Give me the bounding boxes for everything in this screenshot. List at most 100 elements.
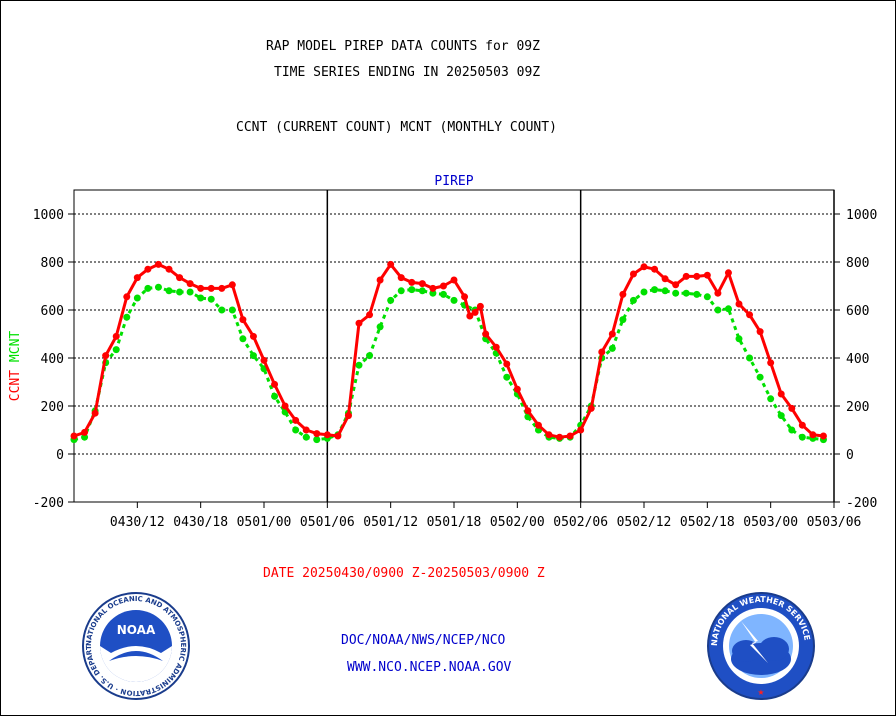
data-point-mcnt bbox=[429, 289, 437, 297]
org-link[interactable]: DOC/NOAA/NWS/NCEP/NCO bbox=[341, 633, 506, 648]
noaa-logo[interactable]: NATIONAL OCEANIC AND ATMOSPHERIC ADMINIS… bbox=[81, 591, 191, 701]
data-point-mcnt bbox=[714, 306, 722, 314]
x-tick-label: 0501/12 bbox=[363, 515, 418, 530]
x-tick-label: 0430/12 bbox=[110, 515, 165, 530]
data-point-ccnt bbox=[218, 284, 226, 292]
data-point-mcnt bbox=[197, 294, 205, 302]
data-point-mcnt bbox=[735, 335, 743, 343]
data-point-mcnt bbox=[144, 284, 152, 292]
data-point-ccnt bbox=[197, 284, 205, 292]
data-point-ccnt bbox=[123, 293, 131, 301]
data-point-ccnt bbox=[260, 356, 268, 364]
data-point-mcnt bbox=[313, 436, 321, 444]
data-point-mcnt bbox=[503, 373, 511, 381]
data-point-mcnt bbox=[629, 296, 637, 304]
data-point-mcnt bbox=[682, 289, 690, 297]
data-point-ccnt bbox=[629, 270, 637, 278]
y-tick-label-right: -200 bbox=[846, 496, 877, 511]
x-tick-label: 0502/06 bbox=[553, 515, 608, 530]
data-point-ccnt bbox=[556, 433, 564, 441]
data-point-mcnt bbox=[640, 288, 648, 296]
data-point-ccnt bbox=[598, 348, 606, 356]
chart-title-line1: RAP MODEL PIREP DATA COUNTS for 09Z bbox=[266, 39, 540, 54]
data-point-ccnt bbox=[714, 289, 722, 297]
data-point-ccnt bbox=[545, 431, 553, 439]
data-point-ccnt bbox=[651, 265, 659, 273]
data-point-ccnt bbox=[461, 293, 469, 301]
data-point-mcnt bbox=[693, 290, 701, 298]
data-point-mcnt bbox=[239, 335, 247, 343]
chart-title-line2: TIME SERIES ENDING IN 20250503 09Z bbox=[274, 65, 541, 80]
data-point-ccnt bbox=[144, 265, 152, 273]
data-point-ccnt bbox=[524, 407, 532, 415]
y-tick-label-right: 1000 bbox=[846, 208, 877, 223]
data-point-ccnt bbox=[154, 260, 162, 268]
data-point-mcnt bbox=[756, 373, 764, 381]
data-point-mcnt bbox=[207, 295, 215, 303]
date-range-label: DATE 20250430/0900 Z-20250503/0900 Z bbox=[263, 566, 545, 581]
x-tick-label: 0503/00 bbox=[743, 515, 798, 530]
y-tick-label-left: 0 bbox=[56, 448, 64, 463]
data-point-ccnt bbox=[788, 404, 796, 412]
data-point-ccnt bbox=[608, 330, 616, 338]
data-point-ccnt bbox=[408, 278, 416, 286]
data-point-ccnt bbox=[587, 404, 595, 412]
data-point-ccnt bbox=[566, 432, 574, 440]
y-tick-label-left: -200 bbox=[33, 496, 64, 511]
y-axis-label-ccnt: CCNT bbox=[8, 370, 23, 401]
data-point-mcnt bbox=[798, 433, 806, 441]
x-tick-label: 0501/00 bbox=[237, 515, 292, 530]
website-link[interactable]: WWW.NCO.NCEP.NOAA.GOV bbox=[347, 660, 512, 675]
data-point-ccnt bbox=[476, 302, 484, 310]
data-point-mcnt bbox=[133, 294, 141, 302]
data-point-mcnt bbox=[81, 433, 89, 441]
star-icon: ★ bbox=[757, 688, 764, 697]
data-point-mcnt bbox=[746, 354, 754, 362]
data-point-ccnt bbox=[693, 272, 701, 280]
data-point-ccnt bbox=[323, 431, 331, 439]
nws-logo[interactable]: NATIONAL WEATHER SERVICE ★ bbox=[706, 591, 816, 701]
y-tick-label-left: 200 bbox=[41, 400, 64, 415]
data-point-mcnt bbox=[619, 316, 627, 324]
data-point-ccnt bbox=[281, 402, 289, 410]
data-point-ccnt bbox=[102, 352, 110, 360]
y-axis-label: CCNT MCNT bbox=[8, 331, 23, 402]
y-tick-label-right: 0 bbox=[846, 448, 854, 463]
data-point-mcnt bbox=[376, 323, 384, 331]
data-point-ccnt bbox=[302, 426, 310, 434]
data-point-ccnt bbox=[767, 359, 775, 367]
data-point-mcnt bbox=[450, 296, 458, 304]
data-point-mcnt bbox=[387, 296, 395, 304]
data-point-ccnt bbox=[640, 263, 648, 271]
data-point-ccnt bbox=[482, 330, 490, 338]
data-point-mcnt bbox=[355, 361, 363, 369]
panel-title: PIREP bbox=[434, 174, 473, 189]
series-line-ccnt bbox=[73, 262, 824, 439]
y-tick-label-left: 800 bbox=[41, 256, 64, 271]
x-tick-label: 0430/18 bbox=[173, 515, 228, 530]
data-point-mcnt bbox=[418, 287, 426, 295]
data-point-mcnt bbox=[186, 288, 194, 296]
y-tick-label-right: 600 bbox=[846, 304, 869, 319]
data-point-ccnt bbox=[503, 360, 511, 368]
data-point-mcnt bbox=[672, 289, 680, 297]
data-point-mcnt bbox=[228, 306, 236, 314]
data-point-ccnt bbox=[70, 432, 78, 440]
data-point-mcnt bbox=[767, 395, 775, 403]
data-point-ccnt bbox=[492, 343, 500, 351]
data-point-ccnt bbox=[292, 416, 300, 424]
chart-subtitle: CCNT (CURRENT COUNT) MCNT (MONTHLY COUNT… bbox=[236, 120, 557, 135]
data-point-ccnt bbox=[249, 332, 257, 340]
data-point-ccnt bbox=[429, 284, 437, 292]
data-point-ccnt bbox=[819, 432, 827, 440]
y-tick-label-right: 200 bbox=[846, 400, 869, 415]
data-point-mcnt bbox=[608, 344, 616, 352]
data-point-mcnt bbox=[123, 313, 131, 321]
data-point-mcnt bbox=[218, 306, 226, 314]
data-point-ccnt bbox=[397, 274, 405, 282]
data-point-ccnt bbox=[798, 421, 806, 429]
data-point-ccnt bbox=[619, 290, 627, 298]
data-point-mcnt bbox=[165, 287, 173, 295]
data-point-ccnt bbox=[271, 380, 279, 388]
